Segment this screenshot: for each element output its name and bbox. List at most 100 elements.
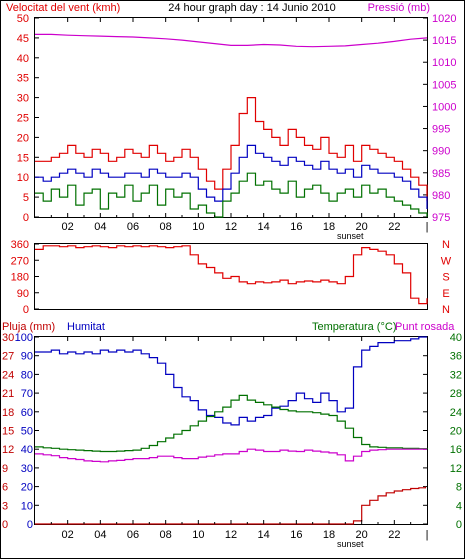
humidity-ytick-label-70: 70: [21, 388, 33, 400]
humidity-ytick-label-100: 100: [15, 332, 33, 344]
compass-label-W-1: W: [441, 255, 452, 267]
wind-ytick-label-0: 0: [23, 212, 29, 224]
humidity-ytick-label-40: 40: [21, 444, 33, 456]
series-pressure-line: [35, 33, 428, 48]
pressure-ytick-label-1010: 1010: [432, 57, 456, 69]
series-rain-line: [35, 486, 426, 525]
x-tick-label-14: 14: [258, 221, 270, 233]
wind-y-ticks: 0 5 10 15 20 25 30 35 40 45 50: [17, 13, 39, 224]
wind-ytick-label-5: 5: [23, 192, 29, 204]
temperature-axis-label: Temperatura (°C): [312, 321, 396, 333]
x-end-tick-label: |: [426, 221, 429, 233]
temp-ytick-label-20: 20: [450, 426, 462, 438]
wind-x-ticks: 02 04 06 08 10 12 14 16 18 20 22 sunset |: [50, 18, 429, 241]
x-tick-label-08: 08: [160, 221, 172, 233]
wind-ytick-label-40: 40: [17, 53, 29, 65]
chart-title: 24 hour graph day : 14 Junio 2010: [168, 2, 336, 14]
wind-ytick-label-15: 15: [17, 152, 29, 164]
rain-ytick-label-24: 24: [2, 369, 14, 381]
pressure-ytick-label-1005: 1005: [432, 79, 456, 91]
series-wind_avg-line: [35, 144, 428, 209]
sunset-label: sunset: [337, 539, 364, 549]
x-tick-label-22: 22: [388, 221, 400, 233]
rain-ytick-label-3: 3: [2, 500, 8, 512]
rain-axis-label: Pluja (mm): [2, 321, 55, 333]
sunset-label: sunset: [337, 231, 364, 241]
x-tick-label-04: 04: [94, 529, 106, 541]
x-tick-label-10: 10: [192, 529, 204, 541]
humidity-ytick-label-80: 80: [21, 369, 33, 381]
rain-ytick-label-21: 21: [2, 388, 14, 400]
climate-series: [35, 336, 428, 525]
pressure-ytick-label-990: 990: [432, 146, 450, 158]
x-tick-label-10: 10: [192, 221, 204, 233]
rain-ytick-label-18: 18: [2, 407, 14, 419]
x-tick-label-02: 02: [62, 529, 74, 541]
x-tick-label-04: 04: [94, 221, 106, 233]
rain-ytick-label-12: 12: [2, 444, 14, 456]
temp-ytick-label-12: 12: [450, 463, 462, 475]
rain-ytick-label-30: 30: [2, 332, 14, 344]
dewpoint-axis-label: Punt rosada: [395, 321, 455, 333]
rain-ytick-label-15: 15: [2, 426, 14, 438]
pressure-ytick-label-975: 975: [432, 212, 450, 224]
wind-axis-label: Velocitat del vent (kmh): [6, 2, 120, 14]
pressure-ytick-label-1015: 1015: [432, 35, 456, 47]
dir-ytick-label-180: 180: [11, 272, 29, 284]
pressure-axis-label: Pressió (mb): [368, 2, 430, 14]
series-direction-line: [35, 245, 428, 305]
compass-label-E-3: E: [442, 288, 449, 300]
pressure-ytick-label-985: 985: [432, 168, 450, 180]
rain-ytick-label-0: 0: [2, 519, 8, 531]
wind-pressure-series: [35, 33, 428, 218]
dir-ytick-label-360: 360: [11, 239, 29, 251]
temp-ytick-label-0: 0: [456, 519, 462, 531]
compass-label-N-4: N: [442, 304, 450, 316]
temp-ytick-label-36: 36: [450, 351, 462, 363]
compass-label-S-2: S: [442, 272, 449, 284]
series-humidity-line: [35, 336, 427, 426]
humidity-ytick-label-10: 10: [21, 500, 33, 512]
climate-plot-area: [34, 336, 428, 525]
wind-ytick-label-50: 50: [17, 13, 29, 25]
humidity-axis-label: Humitat: [67, 321, 105, 333]
wind-ytick-label-45: 45: [17, 33, 29, 45]
pressure-ytick-label-1000: 1000: [432, 101, 456, 113]
wind-ytick-label-10: 10: [17, 172, 29, 184]
x-end-tick-label: |: [426, 529, 429, 541]
series-dewpoint-line: [35, 448, 427, 463]
pressure-y-ticks: 975 980 985 990 995 1000 1005 1010 1015 1020: [423, 13, 456, 224]
x-tick-label-18: 18: [323, 221, 335, 233]
rain-ytick-label-27: 27: [2, 351, 14, 363]
climate-x-ticks: 02 04 06 08 10 12 14 16 18 20 22 sunset |: [50, 337, 429, 549]
x-tick-label-18: 18: [323, 529, 335, 541]
x-tick-label-16: 16: [290, 529, 302, 541]
x-tick-label-20: 20: [356, 221, 368, 233]
temp-ytick-label-4: 4: [456, 500, 462, 512]
x-tick-label-06: 06: [127, 529, 139, 541]
wind-ytick-label-30: 30: [17, 93, 29, 105]
series-wind_min-line: [35, 172, 428, 218]
x-tick-label-08: 08: [160, 529, 172, 541]
x-tick-label-12: 12: [225, 221, 237, 233]
wind-ytick-label-20: 20: [17, 132, 29, 144]
humidity-ytick-label-30: 30: [21, 463, 33, 475]
temp-ytick-label-40: 40: [450, 332, 462, 344]
compass-label-N-0: N: [442, 239, 450, 251]
temp-ytick-label-24: 24: [450, 407, 462, 419]
rain-ytick-label-6: 6: [2, 482, 8, 494]
direction-y-ticks: 0 90 180 270 360: [11, 239, 39, 316]
x-tick-label-02: 02: [62, 221, 74, 233]
x-tick-label-06: 06: [127, 221, 139, 233]
temp-ytick-label-16: 16: [450, 444, 462, 456]
rain-ytick-label-9: 9: [2, 463, 8, 475]
pressure-ytick-label-1020: 1020: [432, 13, 456, 25]
wind-ytick-label-25: 25: [17, 113, 29, 125]
dir-ytick-label-0: 0: [23, 304, 29, 316]
x-tick-label-20: 20: [356, 529, 368, 541]
series-temperature-line: [35, 394, 428, 453]
dir-ytick-label-90: 90: [17, 288, 29, 300]
